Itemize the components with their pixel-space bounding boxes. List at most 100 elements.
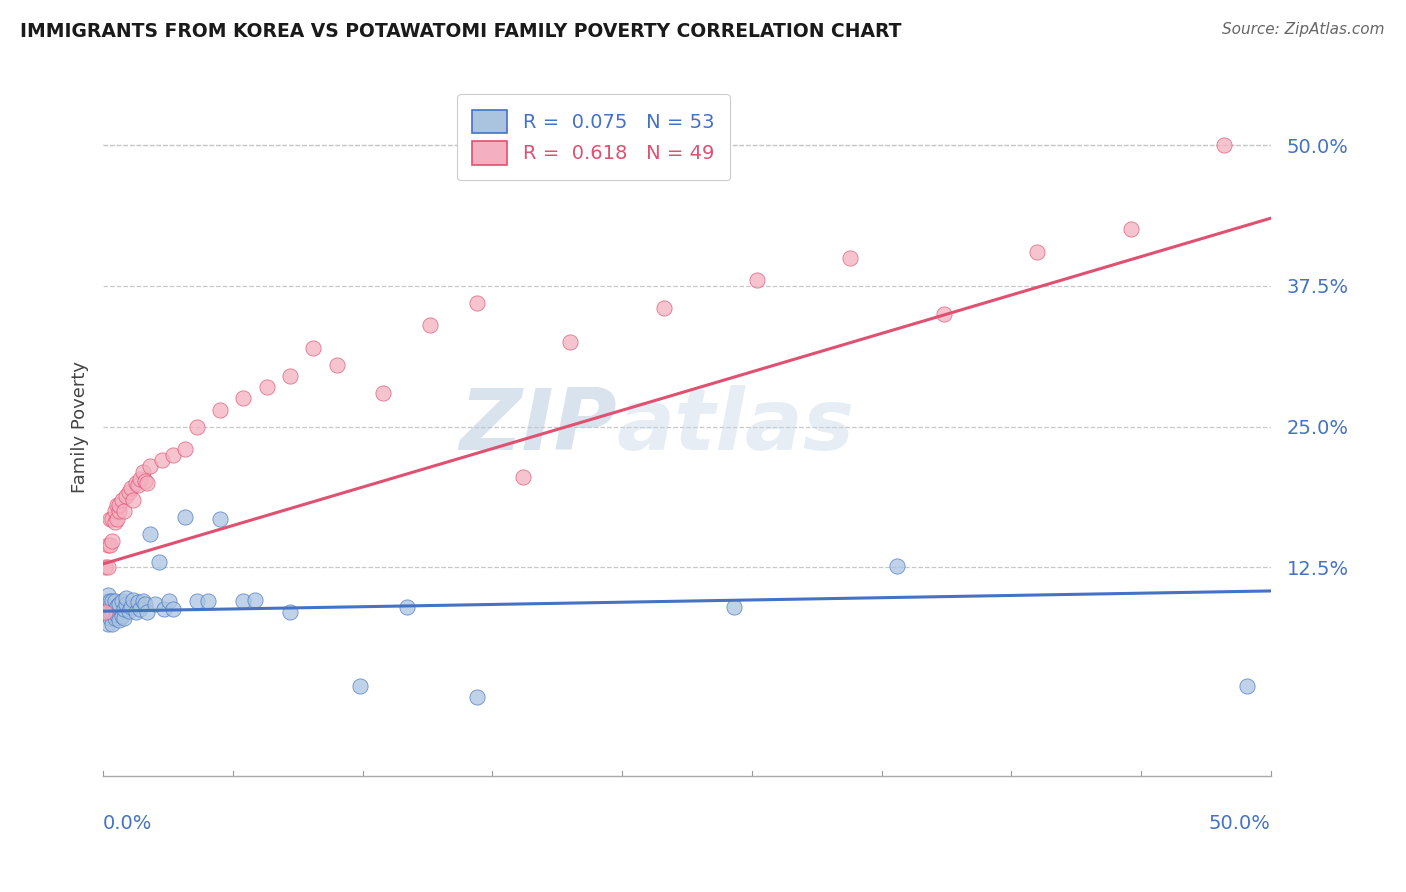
Point	[652, 301, 675, 316]
Point	[108, 504, 131, 518]
Point	[325, 358, 347, 372]
Point	[1213, 138, 1236, 153]
Point	[120, 599, 142, 614]
Point	[465, 295, 488, 310]
Point	[122, 593, 145, 607]
Point	[94, 605, 117, 619]
Point	[127, 595, 149, 609]
Text: 50.0%: 50.0%	[1209, 814, 1271, 833]
Point	[745, 273, 768, 287]
Point	[97, 560, 120, 574]
Text: ZIP: ZIP	[460, 385, 617, 468]
Text: Source: ZipAtlas.com: Source: ZipAtlas.com	[1222, 22, 1385, 37]
Point	[208, 512, 231, 526]
Point	[395, 599, 418, 614]
Point	[104, 602, 127, 616]
Point	[153, 602, 176, 616]
Point	[118, 484, 141, 499]
Point	[98, 611, 121, 625]
Point	[98, 599, 121, 614]
Point	[232, 392, 254, 406]
Point	[157, 594, 180, 608]
Point	[111, 594, 134, 608]
Point	[349, 679, 371, 693]
Point	[111, 492, 134, 507]
Point	[104, 515, 127, 529]
Point	[94, 605, 117, 619]
Point	[125, 475, 148, 490]
Point	[208, 402, 231, 417]
Point	[129, 602, 152, 616]
Point	[111, 608, 134, 623]
Point	[112, 504, 135, 518]
Text: atlas: atlas	[617, 385, 855, 468]
Point	[98, 594, 121, 608]
Point	[243, 593, 266, 607]
Point	[723, 599, 745, 614]
Point	[232, 594, 254, 608]
Point	[150, 453, 173, 467]
Point	[173, 442, 195, 456]
Point	[104, 504, 127, 518]
Point	[1026, 244, 1049, 259]
Point	[122, 492, 145, 507]
Point	[136, 475, 159, 490]
Point	[97, 589, 120, 603]
Point	[1236, 679, 1258, 693]
Point	[139, 458, 162, 473]
Point	[118, 604, 141, 618]
Point	[125, 605, 148, 619]
Point	[115, 591, 138, 605]
Point	[134, 598, 156, 612]
Point	[302, 341, 325, 355]
Point	[104, 611, 127, 625]
Point	[101, 534, 124, 549]
Point	[134, 474, 156, 488]
Point	[105, 607, 128, 622]
Point	[148, 555, 170, 569]
Point	[129, 473, 152, 487]
Point	[186, 594, 208, 608]
Point	[173, 509, 195, 524]
Point	[465, 690, 488, 704]
Legend: R =  0.075   N = 53, R =  0.618   N = 49: R = 0.075 N = 53, R = 0.618 N = 49	[457, 95, 730, 180]
Point	[105, 512, 128, 526]
Point	[94, 599, 117, 614]
Point	[373, 385, 395, 400]
Text: 0.0%: 0.0%	[103, 814, 152, 833]
Point	[886, 559, 908, 574]
Point	[197, 594, 219, 608]
Point	[97, 538, 120, 552]
Point	[105, 599, 128, 613]
Point	[162, 448, 184, 462]
Point	[127, 478, 149, 492]
Point	[512, 470, 534, 484]
Point	[932, 307, 955, 321]
Point	[101, 594, 124, 608]
Point	[120, 482, 142, 496]
Point	[115, 598, 138, 612]
Point	[278, 605, 301, 619]
Point	[112, 611, 135, 625]
Point	[560, 334, 582, 349]
Point	[419, 318, 441, 333]
Point	[98, 605, 121, 619]
Point	[186, 419, 208, 434]
Point	[839, 251, 862, 265]
Text: IMMIGRANTS FROM KOREA VS POTAWATOMI FAMILY POVERTY CORRELATION CHART: IMMIGRANTS FROM KOREA VS POTAWATOMI FAMI…	[20, 22, 901, 41]
Point	[98, 538, 121, 552]
Point	[112, 602, 135, 616]
Point	[115, 489, 138, 503]
Point	[101, 605, 124, 619]
Point	[1119, 222, 1142, 236]
Point	[108, 499, 131, 513]
Point	[139, 526, 162, 541]
Point	[98, 512, 121, 526]
Point	[104, 594, 127, 608]
Point	[162, 602, 184, 616]
Point	[105, 499, 128, 513]
Point	[278, 368, 301, 383]
Point	[256, 380, 278, 394]
Point	[108, 613, 131, 627]
Point	[97, 594, 120, 608]
